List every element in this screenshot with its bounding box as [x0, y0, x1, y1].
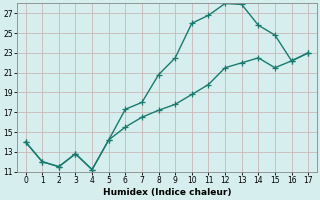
- X-axis label: Humidex (Indice chaleur): Humidex (Indice chaleur): [103, 188, 231, 197]
